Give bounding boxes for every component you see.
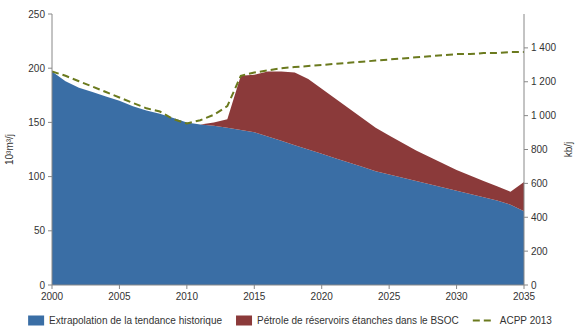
legend-item: Pétrole de réservoirs étanches dans le B… xyxy=(236,315,459,326)
plot-data xyxy=(52,52,524,285)
line xyxy=(52,52,524,124)
x-tick xyxy=(321,285,322,289)
legend-label: Extrapolation de la tendance historique xyxy=(49,315,222,326)
y2-tick xyxy=(524,115,528,116)
x-tick xyxy=(52,285,53,289)
y2-tick-label: 200 xyxy=(531,246,548,257)
y2-tick-label: 1 400 xyxy=(531,42,556,53)
x-tick xyxy=(456,285,457,289)
legend-swatch xyxy=(473,320,495,322)
y2-tick xyxy=(524,217,528,218)
y2-tick xyxy=(524,47,528,48)
x-tick xyxy=(254,285,255,289)
y-tick xyxy=(48,285,52,286)
legend-item: ACPP 2013 xyxy=(473,315,553,326)
y2-tick xyxy=(524,251,528,252)
y-tick-label: 200 xyxy=(28,63,45,74)
y-axis-line xyxy=(52,14,53,285)
x-tick-label: 2035 xyxy=(513,291,536,302)
y2-tick-label: 1 200 xyxy=(531,76,556,87)
x-tick-label: 2025 xyxy=(378,291,401,302)
y-tick xyxy=(48,68,52,69)
y2-tick-label: 1 000 xyxy=(531,110,556,121)
legend-swatch xyxy=(236,316,252,326)
y2-tick xyxy=(524,183,528,184)
legend-label: Pétrole de réservoirs étanches dans le B… xyxy=(257,315,459,326)
y2-tick-label: 600 xyxy=(531,178,548,189)
legend-label: ACPP 2013 xyxy=(500,315,553,326)
y-tick-label: 0 xyxy=(39,280,45,291)
x-tick xyxy=(524,285,525,289)
axes: 2000200520102015202020252030203505010015… xyxy=(4,9,574,303)
y2-tick-label: 400 xyxy=(531,212,548,223)
x-tick xyxy=(119,285,120,289)
y2-tick-label: 800 xyxy=(531,144,548,155)
x-tick-label: 2015 xyxy=(243,291,266,302)
y-tick xyxy=(48,14,52,15)
y-tick-label: 50 xyxy=(34,225,46,236)
y-tick xyxy=(48,230,52,231)
y2-axis-label: kb/j xyxy=(563,142,574,158)
y-tick xyxy=(48,122,52,123)
chart: 2000200520102015202020252030203505010015… xyxy=(0,0,580,330)
legend: Extrapolation de la tendance historique P… xyxy=(28,315,552,326)
y2-tick xyxy=(524,285,528,286)
area xyxy=(52,71,524,285)
x-tick xyxy=(186,285,187,289)
x-axis-line xyxy=(52,285,524,286)
x-tick-label: 2000 xyxy=(41,291,64,302)
x-tick-label: 2005 xyxy=(108,291,131,302)
y-tick-label: 150 xyxy=(28,117,45,128)
y2-tick xyxy=(524,149,528,150)
y-tick-label: 100 xyxy=(28,171,45,182)
y-tick-label: 250 xyxy=(28,9,45,20)
x-tick xyxy=(389,285,390,289)
legend-swatch xyxy=(28,316,44,326)
y2-tick-label: 0 xyxy=(531,280,537,291)
x-tick-label: 2030 xyxy=(445,291,468,302)
area xyxy=(52,71,524,211)
y-axis-label: 10³m³/j xyxy=(4,134,15,165)
legend-item: Extrapolation de la tendance historique xyxy=(28,315,222,326)
y-tick xyxy=(48,176,52,177)
y2-tick xyxy=(524,81,528,82)
x-tick-label: 2010 xyxy=(176,291,199,302)
x-tick-label: 2020 xyxy=(311,291,334,302)
